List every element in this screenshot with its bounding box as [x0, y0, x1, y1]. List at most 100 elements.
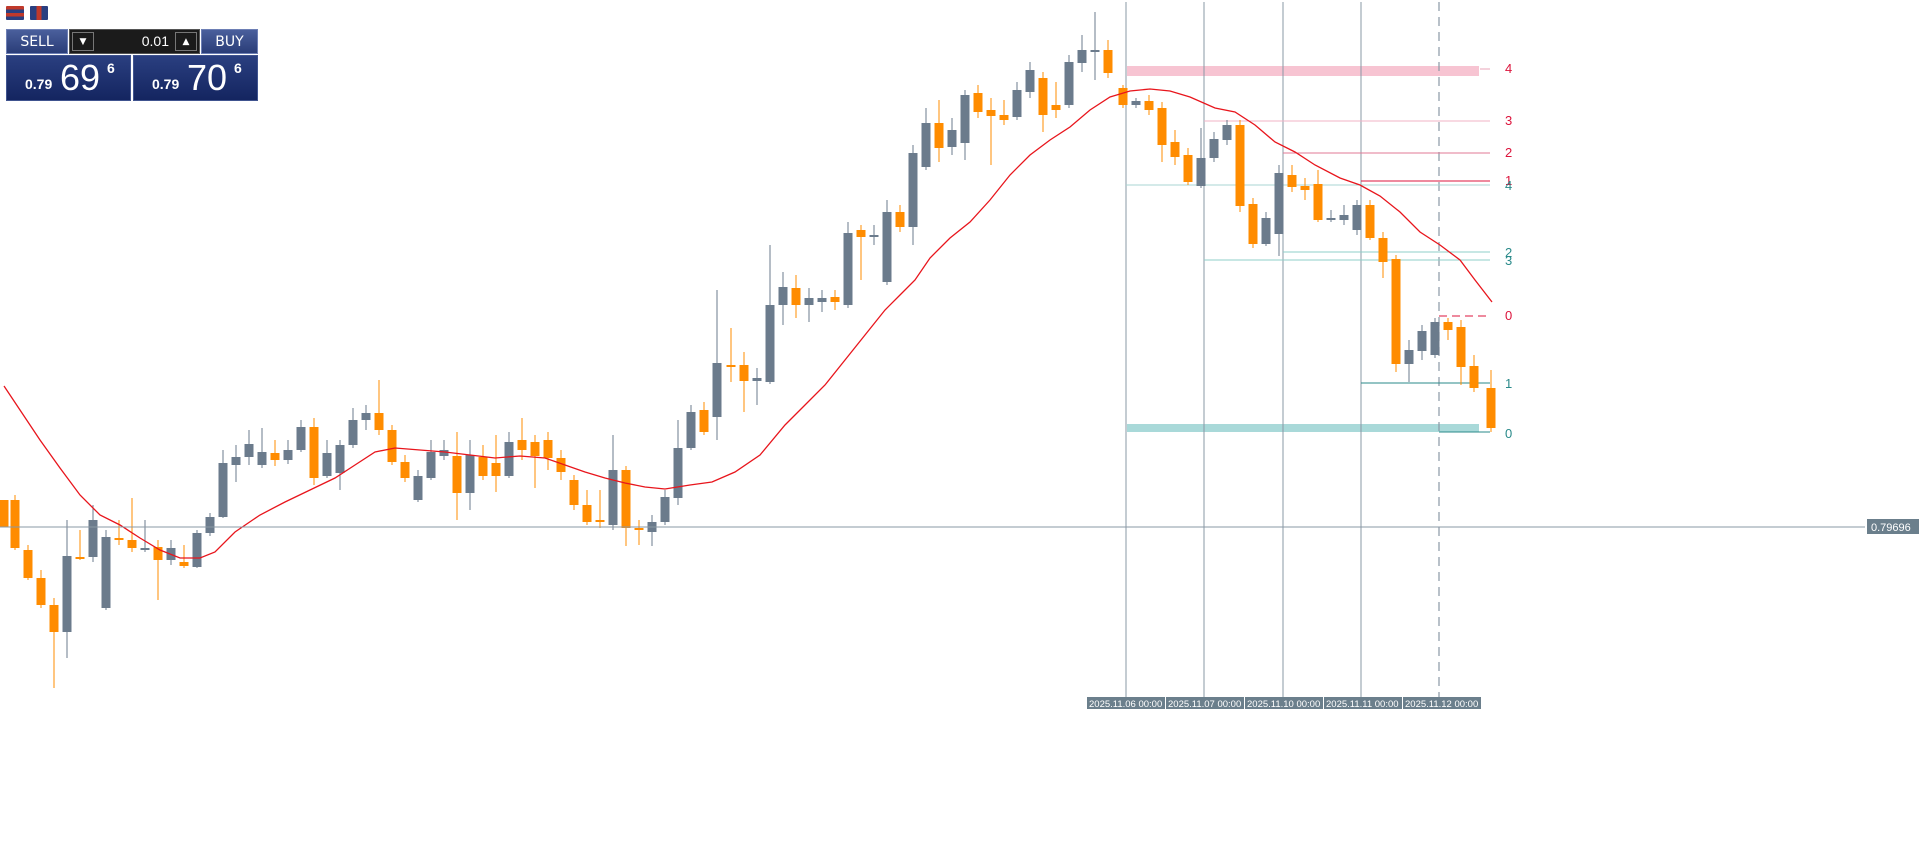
candle-body	[62, 556, 72, 632]
candle	[1365, 200, 1375, 240]
candle-body	[908, 153, 918, 227]
increase-lot-icon[interactable]: ▲	[175, 32, 197, 51]
candle	[10, 495, 20, 550]
candle-body	[921, 123, 931, 167]
candle-body	[973, 93, 983, 112]
ask-sup-digit: 6	[234, 60, 242, 76]
candle-body	[712, 363, 722, 417]
candle-body	[1170, 142, 1180, 157]
candle	[517, 418, 527, 460]
lot-value[interactable]: 0.01	[141, 33, 169, 49]
candle	[114, 520, 124, 545]
candle	[1248, 198, 1258, 248]
candle-body	[1404, 350, 1414, 364]
pink-level-label: 2	[1505, 145, 1512, 160]
time-label-bg	[1087, 697, 1165, 709]
buy-button[interactable]: BUY	[201, 29, 258, 54]
candle	[1170, 130, 1180, 165]
candle-body	[1064, 62, 1074, 105]
candle	[752, 368, 762, 405]
lot-size-field[interactable]: ▼ 0.01 ▲	[69, 29, 200, 54]
candle	[726, 328, 736, 382]
candle-body	[452, 456, 462, 493]
sell-quote[interactable]: 0.79 69 6	[6, 55, 131, 101]
current-price-tag: 0.79696	[1867, 519, 1919, 534]
candle-body	[765, 305, 775, 382]
candle	[973, 85, 983, 118]
candle	[1352, 200, 1362, 235]
candle-body	[1235, 125, 1245, 206]
teal-level-label: 4	[1505, 178, 1512, 193]
buy-quote[interactable]: 0.79 70 6	[133, 55, 258, 101]
decrease-lot-icon[interactable]: ▼	[72, 32, 94, 51]
candle-body	[582, 505, 592, 522]
candle-body	[686, 412, 696, 448]
sell-button[interactable]: SELL	[6, 29, 68, 54]
candle-body	[530, 442, 540, 456]
one-click-trading-icon[interactable]	[6, 6, 24, 20]
candle-body	[1144, 101, 1154, 110]
candle-body	[556, 458, 566, 472]
candle-body	[1352, 205, 1362, 230]
toolbar-icons	[6, 6, 48, 20]
candle	[387, 425, 397, 465]
candle	[647, 515, 657, 546]
current-price-text: 0.79696	[1871, 522, 1911, 534]
candle	[712, 290, 722, 440]
candle	[0, 500, 9, 527]
time-label-bg	[1403, 697, 1481, 709]
candle-body	[140, 548, 150, 550]
candle	[1077, 35, 1087, 72]
depth-of-market-icon[interactable]	[30, 6, 48, 20]
teal-level-label: 2	[1505, 245, 1512, 260]
candle	[140, 520, 150, 552]
candle	[817, 290, 827, 312]
candle	[348, 408, 358, 448]
candle	[88, 505, 98, 562]
candle	[843, 222, 853, 308]
candle-body	[361, 413, 371, 420]
candle	[1456, 320, 1466, 385]
candle	[856, 225, 866, 280]
candle	[1235, 120, 1245, 212]
candle-body	[23, 550, 33, 578]
candle-body	[1287, 175, 1297, 187]
candle	[296, 420, 306, 452]
candle	[1486, 370, 1496, 432]
candle	[75, 530, 85, 560]
candle	[530, 435, 540, 488]
candle	[1090, 12, 1100, 80]
bid-sup-digit: 6	[107, 60, 115, 76]
candle	[908, 145, 918, 245]
candle-body	[1077, 50, 1087, 63]
candle	[1038, 72, 1048, 132]
candle	[1274, 165, 1284, 256]
candle	[101, 530, 111, 610]
candle-body	[856, 230, 866, 237]
candle	[374, 380, 384, 435]
candle-body	[465, 455, 475, 493]
candle	[830, 290, 840, 310]
candle-body	[699, 410, 709, 432]
candle	[335, 440, 345, 490]
candle-body	[726, 365, 736, 367]
candle	[465, 440, 475, 510]
candle	[491, 435, 501, 492]
candle	[283, 440, 293, 464]
time-label: 2025.11.12 00:00	[1405, 699, 1478, 710]
candle	[361, 405, 371, 430]
candle-body	[153, 547, 163, 560]
candle	[452, 432, 462, 520]
candle-body	[88, 520, 98, 557]
candle-body	[1469, 366, 1479, 388]
candle	[205, 513, 215, 536]
candle	[739, 352, 749, 412]
candle	[869, 225, 879, 245]
candle	[1391, 255, 1401, 372]
time-label: 2025.11.06 00:00	[1089, 699, 1162, 710]
candle-body	[673, 448, 683, 498]
candle	[660, 490, 670, 525]
candle-body	[1012, 90, 1022, 117]
zone-rectangles	[1127, 66, 1479, 432]
